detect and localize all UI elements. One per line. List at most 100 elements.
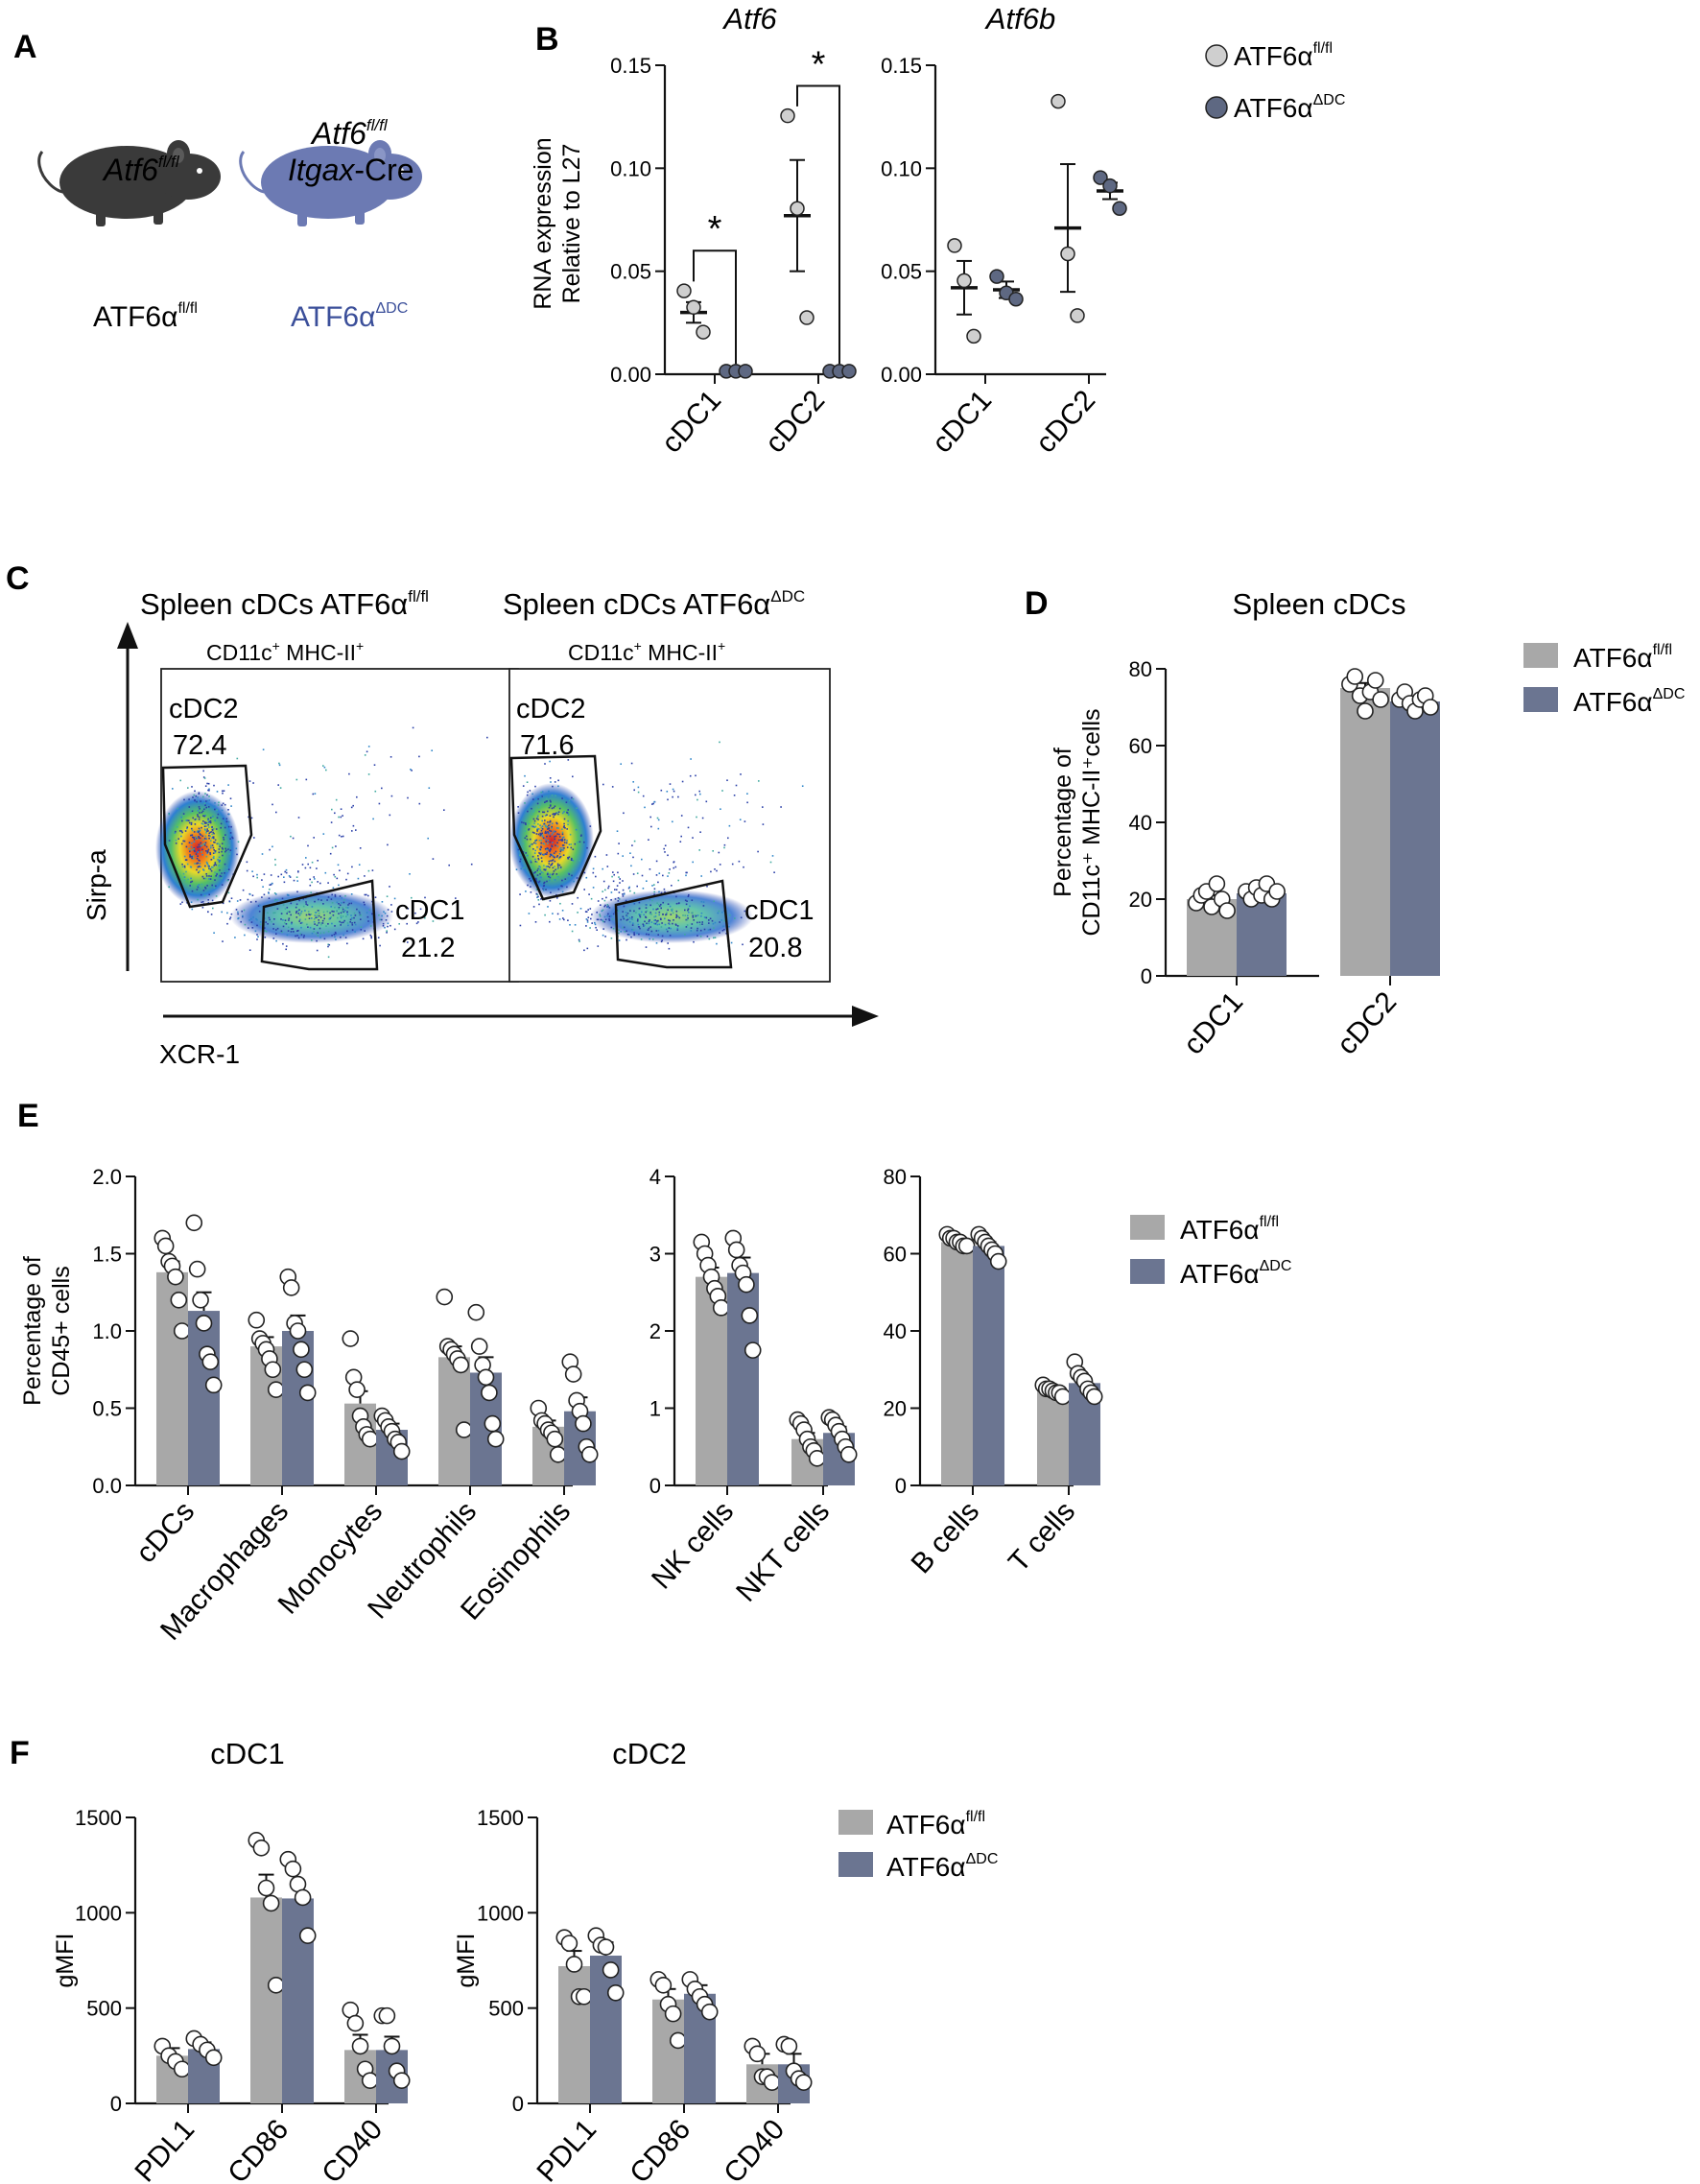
flow-event-dot — [534, 871, 536, 873]
flow-event-dot — [311, 906, 314, 908]
flow-event-dot — [217, 859, 219, 861]
flow-event-dot — [559, 902, 561, 905]
flow-event-dot — [414, 912, 416, 914]
flow-event-dot — [190, 866, 193, 868]
flow-event-dot — [544, 763, 546, 765]
flow-event-dot — [549, 823, 551, 826]
data-point — [669, 2031, 687, 2050]
bar — [1340, 688, 1390, 976]
mouse-ear-inner — [374, 148, 386, 163]
flow-event-dot — [607, 885, 610, 888]
flow-event-dot — [214, 862, 217, 864]
flow-event-dot — [619, 878, 621, 880]
flow-event-dot — [370, 937, 372, 939]
x-category-label: CD40 — [718, 2114, 791, 2184]
flow-event-dot — [293, 879, 295, 882]
flow-event-dot — [626, 919, 628, 921]
flow-event-dot — [655, 942, 658, 944]
flow-event-dot — [617, 852, 620, 855]
gate-cdc2 — [509, 754, 602, 901]
flow-event-dot — [660, 789, 663, 792]
flow-event-dot — [288, 919, 290, 921]
flow-event-dot — [269, 918, 271, 921]
chart-title: Spleen cDCs — [1233, 587, 1406, 621]
flow-event-dot — [390, 924, 391, 927]
flow-event-dot — [191, 857, 193, 860]
flow-event-dot — [205, 855, 208, 858]
flow-event-dot — [728, 925, 730, 928]
flow-event-dot — [277, 875, 279, 878]
flow-event-dot — [273, 892, 276, 894]
flow-event-dot — [558, 836, 561, 838]
flow-event-dot — [219, 843, 221, 845]
flow-event-dot — [685, 903, 688, 906]
flow-event-dot — [219, 864, 221, 866]
flow-event-dot — [384, 926, 386, 929]
flow-event-dot — [387, 925, 389, 928]
flow-event-dot — [657, 881, 659, 884]
flow-event-dot — [684, 934, 686, 936]
flow-event-dot — [607, 905, 609, 908]
panel-letter-c: C — [6, 560, 30, 597]
flow-event-dot — [540, 898, 542, 900]
flow-event-dot — [522, 785, 525, 787]
flow-event-dot — [636, 872, 639, 874]
flow-event-dot — [538, 852, 540, 854]
flow-event-dot — [646, 922, 648, 925]
flow-event-dot — [641, 874, 644, 877]
flow-event-dot — [334, 936, 336, 938]
flow-event-dot — [227, 891, 230, 894]
flow-event-dot — [367, 746, 370, 748]
flow-event-dot — [658, 890, 660, 893]
flow-event-dot — [618, 939, 621, 941]
data-point — [436, 1288, 454, 1306]
flow-event-dot — [697, 798, 698, 801]
flow-event-dot — [637, 923, 640, 926]
flow-event-dot — [695, 774, 697, 777]
flow-event-dot — [318, 914, 320, 917]
flow-event-dot — [667, 875, 669, 877]
density-cluster-cdc1 — [590, 890, 753, 943]
flow-event-dot — [317, 881, 319, 883]
flow-event-dot — [672, 912, 674, 914]
flow-event-dot — [629, 910, 631, 912]
flow-event-dot — [194, 819, 197, 820]
flow-event-dot — [558, 864, 561, 866]
flow-event-dot — [577, 842, 578, 843]
flow-event-dot — [551, 827, 553, 829]
flow-event-dot — [224, 826, 226, 829]
y-axis-label: gMFI — [52, 1934, 79, 1988]
flow-event-dot — [227, 868, 230, 870]
flow-event-dot — [610, 938, 613, 939]
flow-event-dot — [583, 871, 586, 874]
flow-event-dot — [556, 867, 559, 870]
flow-event-dot — [379, 944, 381, 947]
flow-event-dot — [541, 828, 544, 830]
flow-event-dot — [248, 949, 251, 951]
flow-event-dot — [622, 911, 624, 913]
flow-event-dot — [586, 921, 589, 923]
flow-event-dot — [381, 914, 383, 917]
flow-event-dot — [623, 893, 626, 895]
flow-event-dot — [183, 855, 186, 858]
flow-event-dot — [619, 882, 621, 884]
flow-event-dot — [576, 807, 578, 809]
flow-event-dot — [669, 919, 671, 922]
flow-event-dot — [317, 932, 319, 934]
flow-event-dot — [677, 915, 679, 918]
flow-event-dot — [560, 885, 562, 887]
flow-event-dot — [229, 916, 232, 918]
flow-event-dot — [525, 823, 527, 825]
flow-event-dot — [758, 780, 760, 782]
flow-event-dot — [224, 847, 226, 850]
flow-event-dot — [662, 901, 664, 904]
flow-event-dot — [671, 909, 673, 911]
flow-event-dot — [606, 904, 609, 906]
flow-event-dot — [204, 877, 207, 880]
flow-event-dot — [358, 912, 361, 914]
data-point — [763, 2074, 781, 2091]
legend-label-dc: ATF6αΔDC — [1180, 1258, 1291, 1289]
flow-event-dot — [342, 911, 345, 914]
